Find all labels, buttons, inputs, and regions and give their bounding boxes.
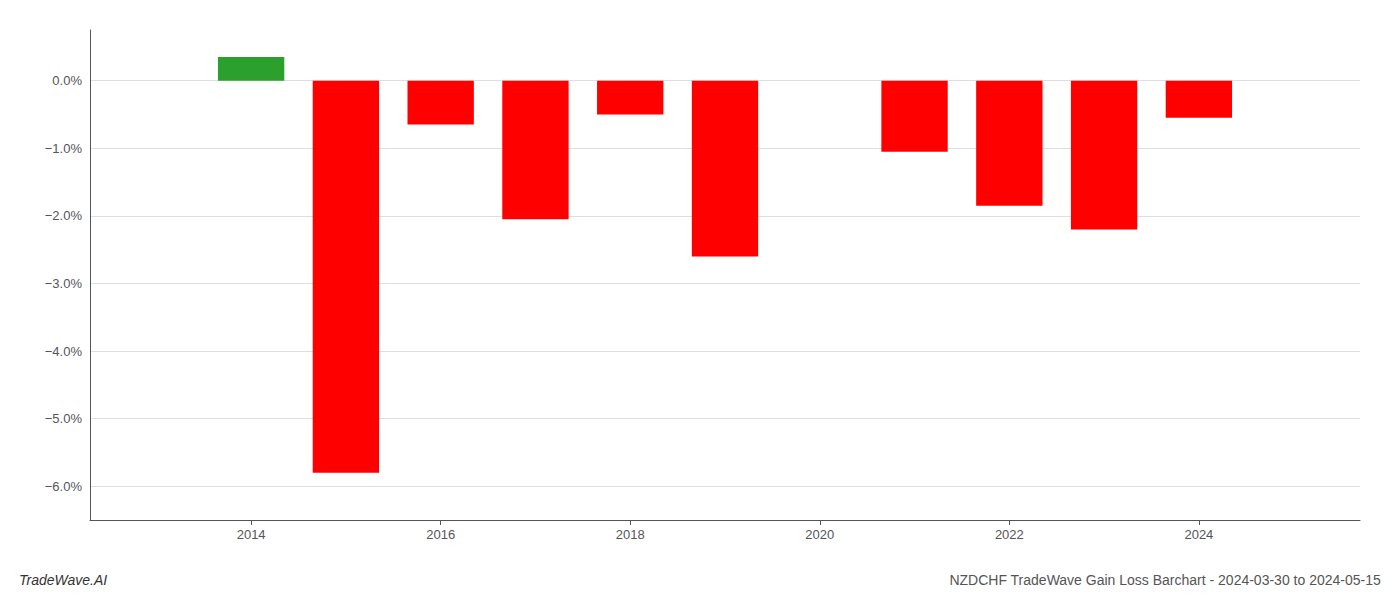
svg-text:−6.0%: −6.0% <box>45 479 83 494</box>
svg-text:2016: 2016 <box>426 527 455 542</box>
svg-text:TradeWave.AI: TradeWave.AI <box>19 572 107 588</box>
svg-text:0.0%: 0.0% <box>52 73 82 88</box>
svg-text:2024: 2024 <box>1184 527 1213 542</box>
svg-text:2022: 2022 <box>995 527 1024 542</box>
svg-text:−3.0%: −3.0% <box>45 276 83 291</box>
svg-text:NZDCHF TradeWave Gain Loss Bar: NZDCHF TradeWave Gain Loss Barchart - 20… <box>949 572 1381 588</box>
svg-text:2014: 2014 <box>237 527 266 542</box>
svg-text:−5.0%: −5.0% <box>45 411 83 426</box>
svg-text:−1.0%: −1.0% <box>45 141 83 156</box>
svg-text:2020: 2020 <box>805 527 834 542</box>
svg-text:−4.0%: −4.0% <box>45 344 83 359</box>
svg-text:2018: 2018 <box>616 527 645 542</box>
svg-text:−2.0%: −2.0% <box>45 208 83 223</box>
